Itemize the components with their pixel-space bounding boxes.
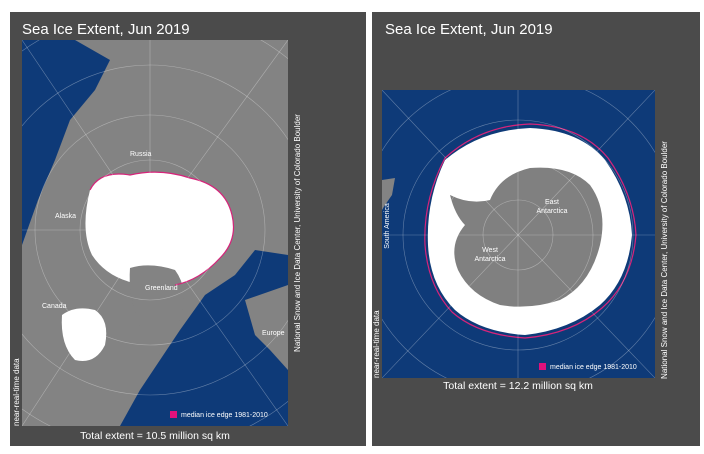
- antarctic-map: [382, 90, 655, 378]
- panel-title: Sea Ice Extent, Jun 2019: [22, 21, 190, 38]
- map-label: Russia: [130, 151, 152, 158]
- legend-swatch: [539, 363, 546, 370]
- label-line: Antarctica: [536, 208, 567, 215]
- label-line: Antarctica: [474, 256, 505, 263]
- label-line: Greenland: [145, 285, 178, 292]
- label-line: East: [545, 199, 559, 206]
- credit: National Snow and Ice Data Center, Unive…: [293, 114, 302, 352]
- note: near-real-time data: [12, 358, 21, 426]
- note: near-real-time data: [372, 310, 381, 378]
- panel-title: Sea Ice Extent, Jun 2019: [385, 21, 553, 38]
- map-label: Canada: [42, 303, 67, 310]
- map-label: East Antarctica: [536, 199, 567, 215]
- map-label: Greenland: [145, 285, 178, 292]
- label-line: West: [482, 247, 498, 254]
- map-label: Europe: [262, 330, 285, 337]
- label-line: Canada: [42, 303, 67, 310]
- label-line: South America: [384, 203, 391, 249]
- total-extent: Total extent = 12.2 million sq km: [443, 380, 593, 392]
- map-label: Alaska: [55, 213, 76, 220]
- legend-label: median ice edge 1981-2010: [181, 412, 268, 419]
- legend-label: median ice edge 1981-2010: [550, 364, 637, 371]
- map-label: South America: [384, 203, 391, 249]
- label-line: Alaska: [55, 213, 76, 220]
- label-line: Europe: [262, 330, 285, 337]
- legend-swatch: [170, 411, 177, 418]
- arctic-map: [22, 40, 288, 426]
- credit: National Snow and Ice Data Center, Unive…: [660, 141, 669, 379]
- map-label: West Antarctica: [474, 247, 505, 263]
- total-extent: Total extent = 10.5 million sq km: [80, 430, 230, 442]
- label-line: Russia: [130, 151, 152, 158]
